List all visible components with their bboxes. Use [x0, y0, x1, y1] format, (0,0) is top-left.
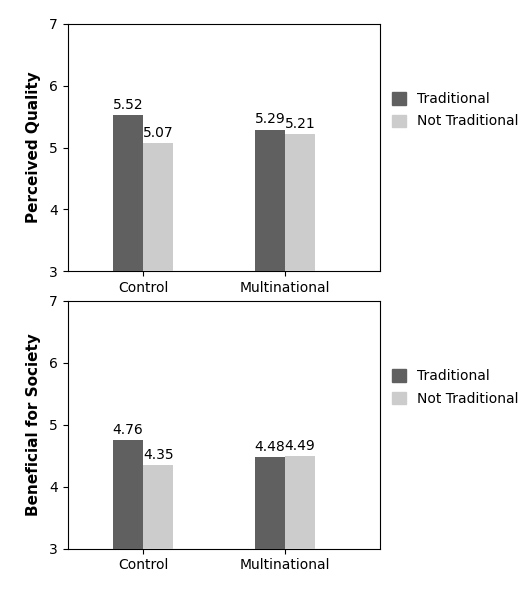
- Legend: Traditional, Not Traditional: Traditional, Not Traditional: [392, 92, 518, 129]
- Bar: [143, 465, 174, 590]
- Bar: [285, 135, 315, 457]
- Text: 5.29: 5.29: [255, 113, 285, 126]
- Y-axis label: Perceived Quality: Perceived Quality: [25, 71, 41, 224]
- Text: 4.76: 4.76: [113, 422, 144, 437]
- Text: 4.48: 4.48: [255, 440, 285, 454]
- Bar: [285, 457, 315, 590]
- Bar: [143, 143, 174, 457]
- Text: 4.49: 4.49: [285, 440, 316, 453]
- Bar: [255, 457, 285, 590]
- Y-axis label: Beneficial for Society: Beneficial for Society: [25, 333, 41, 516]
- Bar: [113, 440, 143, 590]
- Text: 5.52: 5.52: [113, 98, 144, 112]
- Text: 5.07: 5.07: [143, 126, 174, 140]
- Bar: [255, 130, 285, 457]
- Text: 4.35: 4.35: [143, 448, 174, 462]
- Text: 5.21: 5.21: [285, 117, 316, 132]
- Bar: [113, 115, 143, 457]
- Legend: Traditional, Not Traditional: Traditional, Not Traditional: [392, 369, 518, 406]
